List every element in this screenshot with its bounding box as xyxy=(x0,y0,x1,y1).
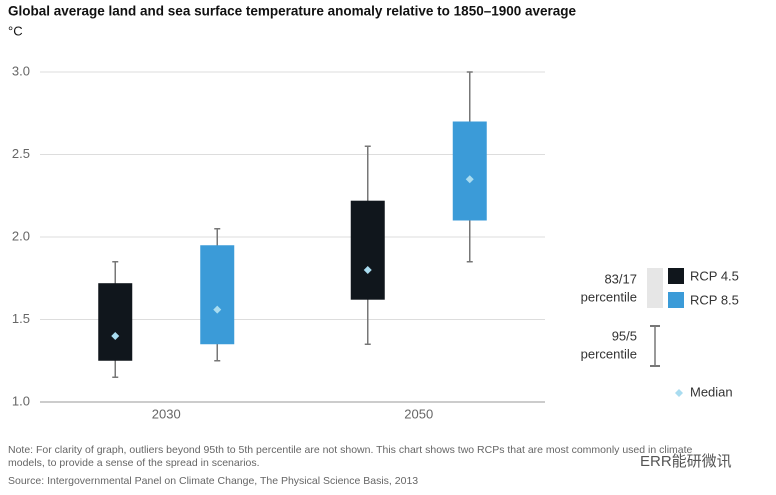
watermark: ERR能研微讯 xyxy=(640,453,732,470)
chart-title: Global average land and sea surface temp… xyxy=(8,4,577,19)
median-marker xyxy=(213,305,222,314)
legend-label: Median xyxy=(690,384,733,399)
box xyxy=(98,283,133,361)
legend-label: RCP 8.5 xyxy=(690,292,739,307)
x-tick-label: 2050 xyxy=(404,406,433,421)
legend-swatch xyxy=(668,292,684,308)
legend-label: RCP 4.5 xyxy=(690,268,739,283)
median-marker xyxy=(465,175,474,184)
box xyxy=(200,245,235,345)
box xyxy=(452,121,487,221)
legend-box-swatch xyxy=(647,268,663,308)
y-tick-label: 1.5 xyxy=(12,311,30,326)
median-marker xyxy=(363,266,372,274)
note: Note: For clarity of graph, outliers bey… xyxy=(8,444,693,456)
legend-label: percentile xyxy=(581,289,637,304)
y-tick-label: 2.0 xyxy=(12,228,30,243)
note: models, to provide a sense of the spread… xyxy=(8,457,260,469)
y-axis-unit: °C xyxy=(8,23,23,38)
y-tick-label: 1.0 xyxy=(12,393,30,408)
legend-label: percentile xyxy=(581,346,637,361)
y-tick-label: 2.5 xyxy=(12,146,30,161)
legend-swatch xyxy=(668,268,684,284)
source: Source: Intergovernmental Panel on Clima… xyxy=(8,475,418,487)
y-tick-label: 3.0 xyxy=(12,63,30,78)
legend-label: 95/5 xyxy=(612,328,637,343)
x-tick-label: 2030 xyxy=(152,406,181,421)
legend-label: 83/17 xyxy=(604,271,637,286)
legend-median xyxy=(675,389,683,397)
box xyxy=(350,200,385,300)
median-marker xyxy=(111,332,120,340)
